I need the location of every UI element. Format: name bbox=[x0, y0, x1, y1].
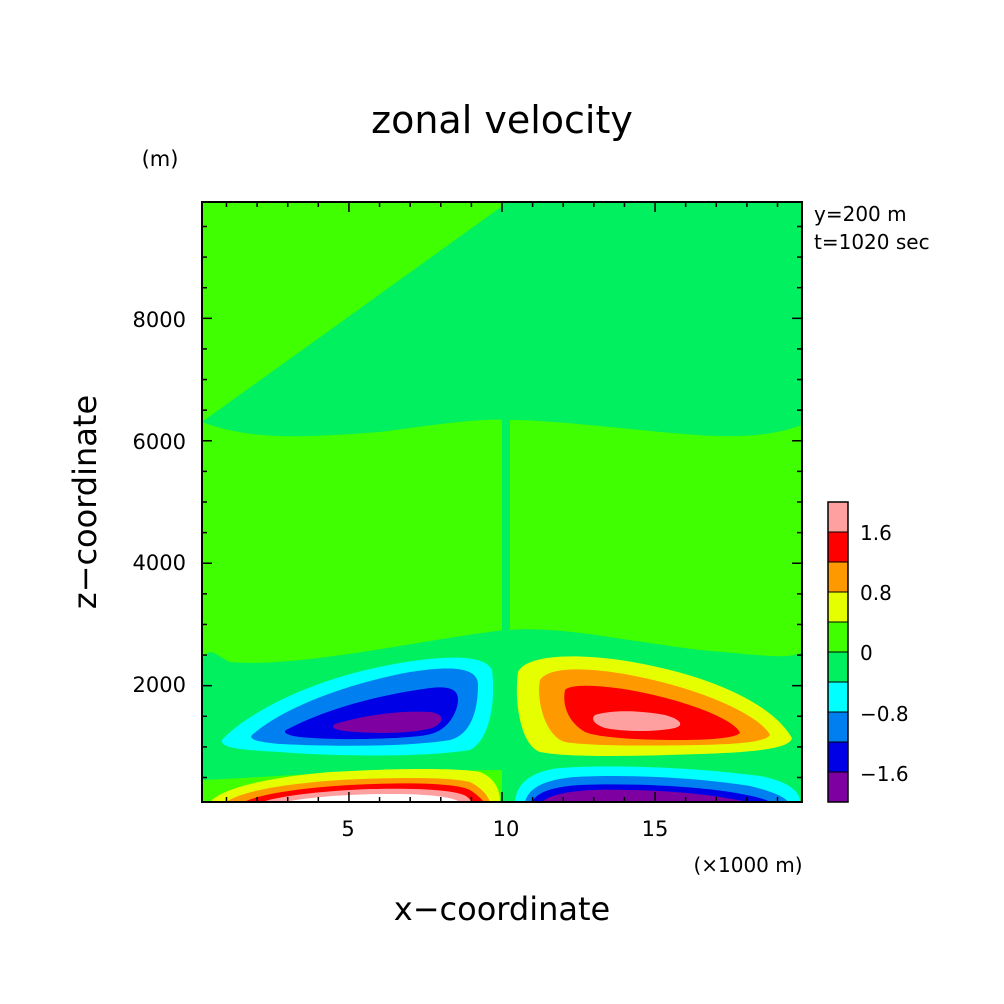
y-tick-label-6000: 6000 bbox=[133, 430, 186, 454]
colorbar-swatch-1 bbox=[828, 742, 848, 772]
colorbar-swatch-6 bbox=[828, 592, 848, 622]
x-tick-label-10: 10 bbox=[493, 817, 520, 841]
y-tick-label-2000: 2000 bbox=[133, 673, 186, 697]
contour-ur-level4 bbox=[593, 711, 681, 731]
contour-field bbox=[202, 202, 802, 802]
y-tick-label-4000: 4000 bbox=[133, 551, 186, 575]
colorbar-swatch-4 bbox=[828, 652, 848, 682]
y-axis-title: z−coordinate bbox=[66, 395, 104, 609]
colorbar-swatch-7 bbox=[828, 562, 848, 592]
colorbar-swatch-8 bbox=[828, 532, 848, 562]
colorbar-label-0: 0 bbox=[860, 641, 873, 665]
colorbar-label-1.6: 1.6 bbox=[860, 521, 892, 545]
colorbar-swatch-3 bbox=[828, 682, 848, 712]
colorbar-swatch-2 bbox=[828, 712, 848, 742]
contour-ul-level4 bbox=[333, 711, 442, 733]
y-tick-label-8000: 8000 bbox=[133, 308, 186, 332]
annotation-y: y=200 m bbox=[814, 202, 907, 226]
x-tick-label-5: 5 bbox=[341, 817, 354, 841]
colorbar-swatch-0 bbox=[828, 772, 848, 802]
annotation-t: t=1020 sec bbox=[814, 230, 930, 254]
chart-title: zonal velocity bbox=[371, 98, 633, 142]
colorbar-swatch-5 bbox=[828, 622, 848, 652]
colorbar-label-neg0.8: −0.8 bbox=[860, 702, 909, 726]
colorbar-label-neg1.6: −1.6 bbox=[860, 762, 909, 786]
x-tick-label-15: 15 bbox=[642, 817, 669, 841]
y-unit-label: (m) bbox=[142, 147, 179, 171]
x-unit-label: (×1000 m) bbox=[693, 853, 802, 877]
contour-center-strip bbox=[502, 202, 510, 802]
x-axis-title: x−coordinate bbox=[394, 890, 610, 928]
contour-ll-level5 bbox=[285, 794, 460, 802]
colorbar-swatch-9 bbox=[828, 502, 848, 532]
colorbar bbox=[827, 501, 849, 803]
colorbar-label-0.8: 0.8 bbox=[860, 581, 892, 605]
axis-ticks bbox=[202, 202, 802, 802]
